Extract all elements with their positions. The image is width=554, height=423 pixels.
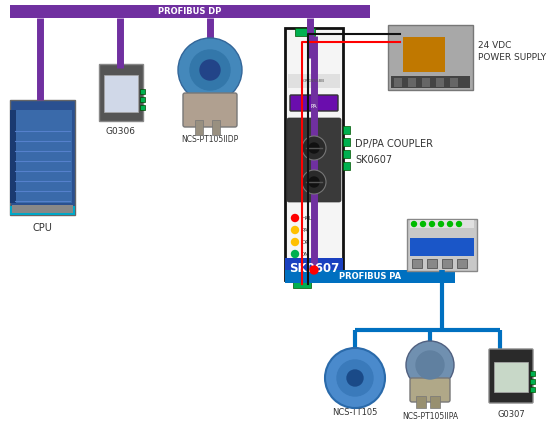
Text: NCS-PT105IIDP: NCS-PT105IIDP bbox=[181, 135, 239, 144]
Text: G0306: G0306 bbox=[106, 127, 136, 136]
Circle shape bbox=[309, 177, 319, 187]
FancyBboxPatch shape bbox=[343, 126, 350, 134]
Circle shape bbox=[325, 348, 385, 408]
FancyBboxPatch shape bbox=[212, 120, 220, 135]
FancyBboxPatch shape bbox=[285, 270, 455, 283]
Circle shape bbox=[309, 143, 319, 153]
FancyBboxPatch shape bbox=[489, 349, 533, 403]
Circle shape bbox=[420, 222, 425, 226]
FancyBboxPatch shape bbox=[10, 100, 75, 215]
FancyBboxPatch shape bbox=[410, 378, 450, 402]
FancyBboxPatch shape bbox=[343, 138, 350, 146]
Text: HAL: HAL bbox=[301, 215, 312, 220]
Circle shape bbox=[291, 226, 299, 233]
FancyBboxPatch shape bbox=[436, 78, 444, 87]
FancyBboxPatch shape bbox=[450, 78, 458, 87]
Circle shape bbox=[190, 50, 230, 90]
FancyBboxPatch shape bbox=[290, 95, 338, 111]
Circle shape bbox=[439, 222, 444, 226]
FancyBboxPatch shape bbox=[10, 110, 16, 203]
Circle shape bbox=[200, 60, 220, 80]
FancyBboxPatch shape bbox=[403, 37, 445, 72]
FancyBboxPatch shape bbox=[140, 105, 145, 110]
FancyBboxPatch shape bbox=[427, 259, 437, 268]
FancyBboxPatch shape bbox=[288, 74, 340, 88]
FancyBboxPatch shape bbox=[412, 259, 422, 268]
FancyBboxPatch shape bbox=[530, 379, 535, 384]
Circle shape bbox=[302, 170, 326, 194]
FancyBboxPatch shape bbox=[183, 93, 237, 127]
Circle shape bbox=[412, 222, 417, 226]
FancyBboxPatch shape bbox=[530, 371, 535, 376]
FancyBboxPatch shape bbox=[416, 396, 426, 408]
Circle shape bbox=[291, 250, 299, 258]
Text: G0307: G0307 bbox=[497, 410, 525, 419]
FancyBboxPatch shape bbox=[99, 64, 143, 121]
FancyBboxPatch shape bbox=[293, 280, 311, 288]
FancyBboxPatch shape bbox=[430, 396, 440, 408]
Circle shape bbox=[291, 239, 299, 245]
Text: DP/PA COUPLER: DP/PA COUPLER bbox=[355, 139, 433, 149]
FancyBboxPatch shape bbox=[12, 205, 73, 213]
Text: SK0607: SK0607 bbox=[289, 263, 339, 275]
FancyBboxPatch shape bbox=[287, 118, 341, 202]
Text: CRKNSS8B: CRKNSS8B bbox=[303, 79, 325, 83]
FancyBboxPatch shape bbox=[391, 76, 470, 88]
FancyBboxPatch shape bbox=[285, 258, 343, 280]
FancyBboxPatch shape bbox=[195, 120, 203, 135]
FancyBboxPatch shape bbox=[10, 5, 370, 18]
Circle shape bbox=[347, 370, 363, 386]
Circle shape bbox=[416, 351, 444, 379]
Text: PROFIBUS PA: PROFIBUS PA bbox=[339, 272, 401, 281]
FancyBboxPatch shape bbox=[394, 78, 402, 87]
Circle shape bbox=[178, 38, 242, 102]
FancyBboxPatch shape bbox=[343, 162, 350, 170]
FancyBboxPatch shape bbox=[457, 259, 467, 268]
FancyBboxPatch shape bbox=[10, 206, 75, 215]
FancyBboxPatch shape bbox=[104, 75, 138, 112]
Circle shape bbox=[429, 222, 434, 226]
FancyBboxPatch shape bbox=[13, 110, 72, 203]
FancyBboxPatch shape bbox=[408, 78, 416, 87]
Text: 24 VDC: 24 VDC bbox=[478, 41, 511, 49]
FancyBboxPatch shape bbox=[140, 89, 145, 94]
Text: PA: PA bbox=[301, 228, 307, 233]
FancyBboxPatch shape bbox=[388, 25, 473, 90]
FancyBboxPatch shape bbox=[343, 150, 350, 158]
FancyBboxPatch shape bbox=[422, 78, 430, 87]
FancyBboxPatch shape bbox=[407, 219, 477, 271]
Circle shape bbox=[291, 214, 299, 222]
FancyBboxPatch shape bbox=[410, 238, 474, 256]
FancyBboxPatch shape bbox=[295, 28, 315, 36]
Circle shape bbox=[310, 266, 318, 274]
FancyBboxPatch shape bbox=[140, 97, 145, 102]
Text: NCS-TT105: NCS-TT105 bbox=[332, 408, 378, 417]
FancyBboxPatch shape bbox=[442, 259, 452, 268]
Text: CPU: CPU bbox=[33, 223, 53, 233]
Circle shape bbox=[456, 222, 461, 226]
Circle shape bbox=[337, 360, 373, 396]
Circle shape bbox=[406, 341, 454, 389]
Text: NCS-PT105IIPA: NCS-PT105IIPA bbox=[402, 412, 458, 421]
Circle shape bbox=[302, 136, 326, 160]
Text: DP: DP bbox=[301, 239, 309, 244]
Text: POWER SUPPLY: POWER SUPPLY bbox=[478, 52, 546, 61]
Text: ON: ON bbox=[301, 252, 309, 256]
FancyBboxPatch shape bbox=[285, 28, 343, 280]
FancyBboxPatch shape bbox=[410, 220, 474, 228]
FancyBboxPatch shape bbox=[494, 362, 528, 392]
Circle shape bbox=[448, 222, 453, 226]
Text: PA: PA bbox=[311, 104, 317, 109]
Text: SK0607: SK0607 bbox=[355, 155, 392, 165]
FancyBboxPatch shape bbox=[530, 387, 535, 392]
Text: PROFIBUS DP: PROFIBUS DP bbox=[158, 7, 222, 16]
